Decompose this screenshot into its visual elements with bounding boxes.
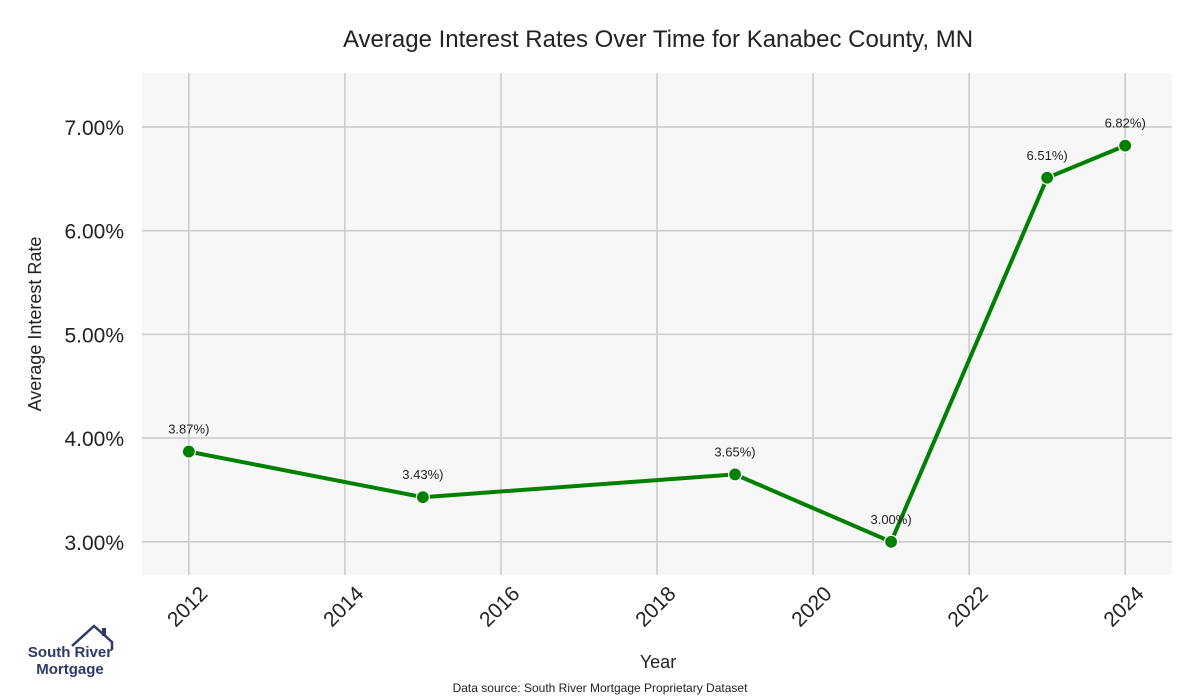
data-point <box>727 467 743 482</box>
data-labels: 3.87%) 3.43%) 3.65%) 3.00%) 6.51%) 6.82%) <box>168 116 1146 527</box>
y-tick-label: 4.00% <box>64 428 124 451</box>
data-label: 3.87%) <box>168 422 209 437</box>
data-point <box>415 490 431 505</box>
x-tick-label: 2018 <box>631 582 680 631</box>
chart-title: Average Interest Rates Over Time for Kan… <box>343 26 973 53</box>
x-tick-label: 2024 <box>1099 582 1149 632</box>
data-label: 3.65%) <box>714 444 755 459</box>
x-tick-label: 2020 <box>787 582 836 631</box>
logo-line-1: South River <box>27 644 113 661</box>
y-tick-label: 6.00% <box>64 221 124 244</box>
data-label: 3.43%) <box>402 467 443 482</box>
y-axis-ticks: 3.00% 4.00% 5.00% 6.00% 7.00% <box>64 117 124 555</box>
house-icon <box>71 624 114 650</box>
data-point <box>1040 170 1055 185</box>
x-tick-label: 2022 <box>943 582 992 631</box>
series-line <box>188 143 1126 544</box>
data-point <box>1118 138 1133 153</box>
x-tick-label: 2014 <box>319 582 369 632</box>
company-logo: South River Mortgage <box>20 622 120 682</box>
x-axis-ticks: 2012 2014 2016 2018 2020 2022 2024 <box>163 582 1149 632</box>
y-tick-label: 5.00% <box>64 324 124 347</box>
data-label: 6.51%) <box>1027 148 1068 163</box>
x-tick-label: 2016 <box>475 582 524 631</box>
y-axis-label: Average Interest Rate <box>25 237 45 412</box>
data-point <box>181 444 196 459</box>
y-tick-label: 7.00% <box>64 117 124 140</box>
logo-line-2: Mortgage <box>36 661 104 678</box>
data-points <box>181 138 1133 549</box>
data-label: 3.00%) <box>870 512 911 527</box>
data-source-note: Data source: South River Mortgage Propri… <box>452 681 748 695</box>
y-tick-label: 3.00% <box>64 532 124 555</box>
data-point <box>883 534 899 549</box>
x-axis-label: Year <box>640 652 676 672</box>
x-tick-label: 2012 <box>163 582 212 631</box>
grid-lines <box>142 73 1172 575</box>
data-label: 6.82%) <box>1105 116 1146 131</box>
